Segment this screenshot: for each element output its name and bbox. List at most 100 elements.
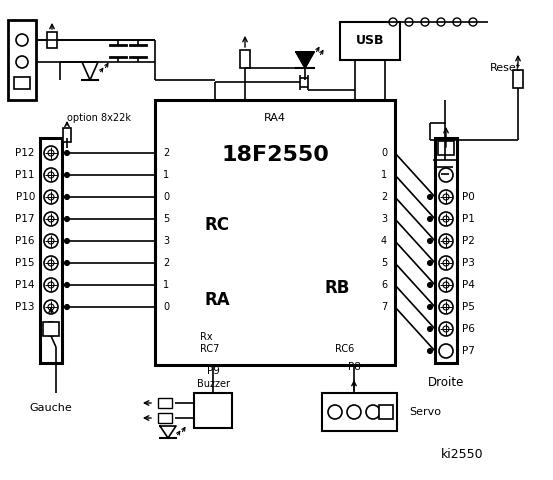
Bar (155, 100, 395, 365)
Text: P9: P9 (207, 366, 220, 376)
Bar (158, 398, 172, 408)
Text: 6: 6 (381, 280, 387, 290)
Bar (158, 413, 172, 423)
Text: P15: P15 (15, 258, 35, 268)
Circle shape (65, 304, 70, 310)
Circle shape (44, 146, 58, 160)
Circle shape (427, 283, 432, 288)
Circle shape (427, 194, 432, 200)
Text: 1: 1 (163, 280, 169, 290)
Circle shape (48, 194, 54, 200)
Text: RB: RB (325, 279, 350, 297)
Text: P13: P13 (15, 302, 35, 312)
Circle shape (443, 238, 449, 244)
Circle shape (427, 304, 432, 310)
Text: P7: P7 (462, 346, 475, 356)
Text: P0: P0 (462, 192, 474, 202)
Text: Reset: Reset (490, 63, 521, 73)
Circle shape (439, 234, 453, 248)
Text: 2: 2 (381, 192, 387, 202)
Circle shape (65, 283, 70, 288)
Circle shape (443, 260, 449, 266)
Text: 0: 0 (381, 148, 387, 158)
Bar (40, 138, 62, 363)
Circle shape (44, 190, 58, 204)
Circle shape (48, 238, 54, 244)
Bar (438, 141, 454, 155)
Text: 4: 4 (381, 236, 387, 246)
Circle shape (48, 282, 54, 288)
Circle shape (443, 326, 449, 332)
Circle shape (443, 194, 449, 200)
Bar (63, 128, 71, 142)
Circle shape (48, 304, 54, 310)
Text: 7: 7 (381, 302, 387, 312)
Text: P5: P5 (462, 302, 475, 312)
Bar (8, 20, 36, 100)
Text: Buzzer: Buzzer (196, 379, 229, 389)
Circle shape (65, 172, 70, 178)
Circle shape (439, 278, 453, 292)
Text: P10: P10 (15, 192, 35, 202)
Bar (47, 32, 57, 48)
Text: 2: 2 (163, 148, 169, 158)
Text: P8: P8 (348, 362, 361, 372)
Text: P11: P11 (15, 170, 35, 180)
Circle shape (44, 256, 58, 270)
Bar (513, 70, 523, 88)
Text: Gauche: Gauche (30, 403, 72, 413)
Circle shape (443, 304, 449, 310)
Circle shape (439, 322, 453, 336)
Circle shape (453, 18, 461, 26)
Text: 1: 1 (381, 170, 387, 180)
Text: 3: 3 (381, 214, 387, 224)
Text: USB: USB (356, 35, 384, 48)
Circle shape (44, 322, 58, 336)
Circle shape (65, 216, 70, 221)
Circle shape (48, 150, 54, 156)
Polygon shape (296, 52, 314, 68)
Text: 5: 5 (163, 214, 169, 224)
Text: Servo: Servo (409, 407, 441, 417)
Circle shape (65, 151, 70, 156)
Circle shape (48, 172, 54, 178)
Text: RA: RA (205, 291, 231, 309)
Circle shape (44, 300, 58, 314)
Text: RC7: RC7 (200, 344, 220, 354)
Text: P14: P14 (15, 280, 35, 290)
Circle shape (437, 18, 445, 26)
Circle shape (469, 18, 477, 26)
Bar (379, 405, 393, 419)
Circle shape (44, 168, 58, 182)
Circle shape (16, 56, 28, 68)
Text: P4: P4 (462, 280, 475, 290)
Bar (14, 77, 30, 89)
Bar (240, 50, 250, 68)
Circle shape (347, 405, 361, 419)
Circle shape (443, 282, 449, 288)
Circle shape (443, 216, 449, 222)
Circle shape (44, 212, 58, 226)
Text: P2: P2 (462, 236, 475, 246)
Text: 0: 0 (163, 192, 169, 202)
Circle shape (65, 261, 70, 265)
Text: 1: 1 (163, 170, 169, 180)
Circle shape (421, 18, 429, 26)
Text: RC: RC (205, 216, 230, 234)
Circle shape (48, 216, 54, 222)
Circle shape (427, 326, 432, 332)
Text: RA4: RA4 (264, 113, 286, 123)
Text: P16: P16 (15, 236, 35, 246)
Circle shape (48, 260, 54, 266)
Text: 2: 2 (163, 258, 169, 268)
Circle shape (439, 168, 453, 182)
Bar (43, 322, 59, 336)
Text: Rx: Rx (200, 332, 212, 342)
Text: P3: P3 (462, 258, 475, 268)
Text: 3: 3 (163, 236, 169, 246)
Text: P1: P1 (462, 214, 475, 224)
Text: RC6: RC6 (335, 344, 354, 354)
Text: 0: 0 (163, 302, 169, 312)
Circle shape (328, 405, 342, 419)
Bar (340, 22, 400, 60)
